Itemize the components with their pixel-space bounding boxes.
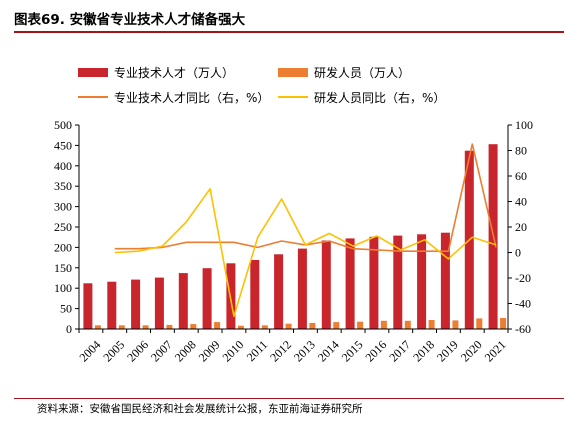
bar-talent [131, 279, 141, 329]
axes: 0 50 100 150 200 250 300 350 400 450 500 -60 -40 -20 0… [54, 118, 533, 364]
bar-staff [333, 322, 340, 329]
x-tick-label: 2017 [386, 338, 413, 365]
x-tick-label: 2013 [291, 338, 318, 365]
x-tick-label: 2020 [458, 338, 485, 365]
x-tick-label: 2009 [196, 338, 223, 365]
title-rule [14, 31, 564, 33]
bar-staff [166, 324, 173, 329]
line-staff-yoy [114, 188, 497, 318]
x-tick-label: 2016 [363, 338, 390, 365]
bar-staff [94, 325, 101, 329]
right-tick-label: 40 [515, 195, 527, 209]
bar-staff [380, 320, 387, 329]
left-tick-label: 0 [66, 322, 72, 336]
x-tick-label: 2012 [267, 338, 294, 365]
left-tick-label: 250 [54, 220, 72, 234]
right-tick-label: 0 [515, 246, 521, 260]
bar-staff [118, 325, 125, 329]
legend-swatch-staff [278, 68, 308, 77]
bar-staff [476, 318, 483, 329]
x-tick-label: 2014 [315, 338, 342, 365]
right-tick-label: 20 [515, 220, 527, 234]
bars [83, 144, 507, 329]
bar-talent [297, 248, 307, 329]
x-tick-label: 2007 [148, 338, 175, 365]
bar-staff [500, 318, 507, 329]
bar-staff [428, 320, 435, 329]
x-tick-label: 2006 [124, 338, 151, 365]
x-tick-label: 2015 [339, 338, 366, 365]
bar-talent [369, 236, 379, 329]
x-tick-label: 2005 [100, 338, 127, 365]
bar-talent [274, 254, 284, 329]
x-tick-label: 2019 [434, 338, 461, 365]
bar-talent [321, 240, 331, 329]
right-tick-label: -40 [515, 297, 531, 311]
x-tick-label: 2008 [172, 338, 199, 365]
right-tick-label: -60 [515, 322, 531, 336]
line-talent-yoy [114, 143, 497, 252]
bar-staff [285, 323, 292, 329]
bar-talent [107, 281, 117, 329]
bar-talent [83, 283, 93, 329]
chart: 专业技术人才（万人） 研发人员（万人） 专业技术人才同比（右，%） 研发人员同比（右，… [54, 65, 533, 364]
left-tick-label: 100 [54, 281, 72, 295]
x-tick-label: 2018 [410, 338, 437, 365]
bar-staff [357, 321, 364, 329]
source-rule [14, 398, 564, 399]
left-tick-label: 350 [54, 179, 72, 193]
bar-staff [309, 322, 316, 329]
left-tick-label: 200 [54, 240, 72, 254]
chart-title: 图表69. 安徽省专业技术人才储备强大 [14, 12, 246, 28]
bar-talent [440, 232, 450, 329]
bar-staff [237, 325, 244, 329]
bar-talent [178, 273, 188, 329]
bar-staff [452, 320, 459, 329]
legend-label-staff-yoy: 研发人员同比（右，%） [314, 90, 445, 105]
bar-talent [250, 260, 260, 329]
left-tick-label: 500 [54, 118, 72, 132]
x-tick-label: 2011 [244, 338, 271, 365]
legend-swatch-talent [78, 68, 108, 77]
legend-label-talent-yoy: 专业技术人才同比（右，%） [114, 90, 269, 105]
source-note: 资料来源：安徽省国民经济和社会发展统计公报，东亚前海证券研究所 [37, 403, 363, 415]
bar-talent [202, 268, 212, 329]
x-tick-label: 2021 [482, 338, 509, 365]
left-tick-label: 450 [54, 138, 72, 152]
left-tick-label: 300 [54, 200, 72, 214]
bar-talent [345, 238, 355, 329]
x-tick-label: 2010 [220, 338, 247, 365]
left-tick-label: 400 [54, 159, 72, 173]
right-tick-label: 100 [515, 118, 533, 132]
left-tick-label: 50 [60, 302, 72, 316]
bar-staff [261, 325, 268, 329]
bar-staff [190, 324, 197, 329]
lines [114, 143, 497, 318]
bar-talent [417, 234, 427, 329]
x-tick-label: 2004 [77, 338, 104, 365]
bar-talent [393, 235, 403, 329]
legend: 专业技术人才（万人） 研发人员（万人） 专业技术人才同比（右，%） 研发人员同比（右，… [78, 65, 445, 105]
bar-talent [154, 277, 164, 329]
left-tick-label: 150 [54, 261, 72, 275]
right-tick-label: 80 [515, 144, 527, 158]
right-tick-label: -20 [515, 271, 531, 285]
right-tick-label: 60 [515, 169, 527, 183]
bar-staff [404, 320, 411, 329]
legend-label-staff: 研发人员（万人） [314, 65, 410, 80]
bar-staff [214, 322, 221, 329]
bar-staff [142, 325, 149, 329]
legend-label-talent: 专业技术人才（万人） [114, 65, 234, 80]
